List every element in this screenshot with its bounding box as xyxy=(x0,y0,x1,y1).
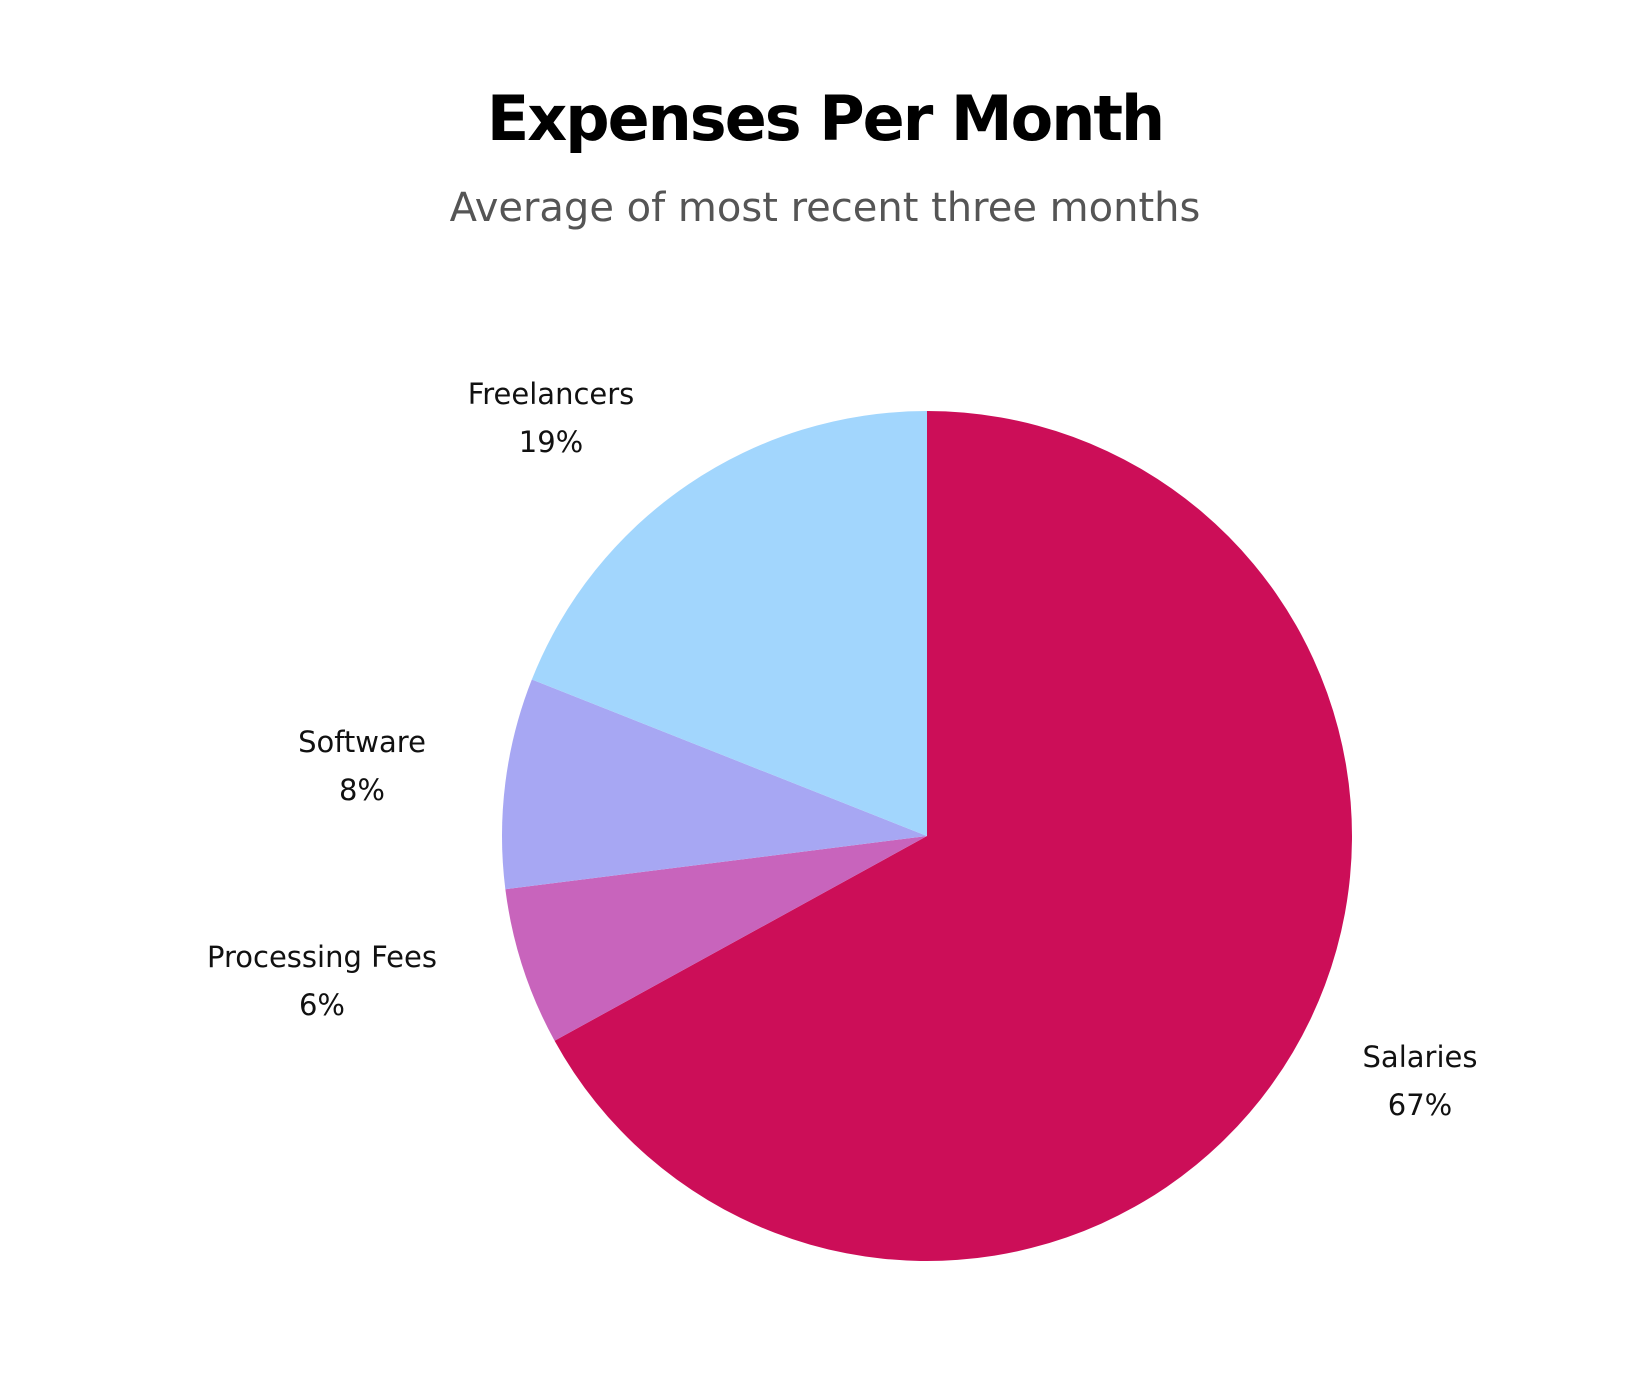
slice-value-freelancers: 19% xyxy=(519,425,583,459)
pie-labels: Salaries 67% Processing Fees 6% Software 8% Fr… xyxy=(207,377,1477,1122)
pie-slice-software xyxy=(502,679,927,890)
pie-slice-salaries xyxy=(554,411,1352,1261)
pie-slice-processing-fees xyxy=(505,836,927,1041)
pie-slices xyxy=(502,410,1352,1261)
slice-label-processing-fees: Processing Fees xyxy=(207,940,437,974)
slice-value-software: 8% xyxy=(339,773,385,807)
slice-label-salaries: Salaries xyxy=(1363,1040,1478,1074)
chart-subtitle: Average of most recent three months xyxy=(449,185,1201,231)
slice-label-software: Software xyxy=(298,725,426,759)
slice-value-salaries: 67% xyxy=(1388,1088,1452,1122)
pie-slice-freelancers xyxy=(531,410,927,836)
chart-title: Expenses Per Month xyxy=(486,82,1165,155)
slice-value-processing-fees: 6% xyxy=(299,988,345,1022)
slice-label-freelancers: Freelancers xyxy=(468,377,635,411)
